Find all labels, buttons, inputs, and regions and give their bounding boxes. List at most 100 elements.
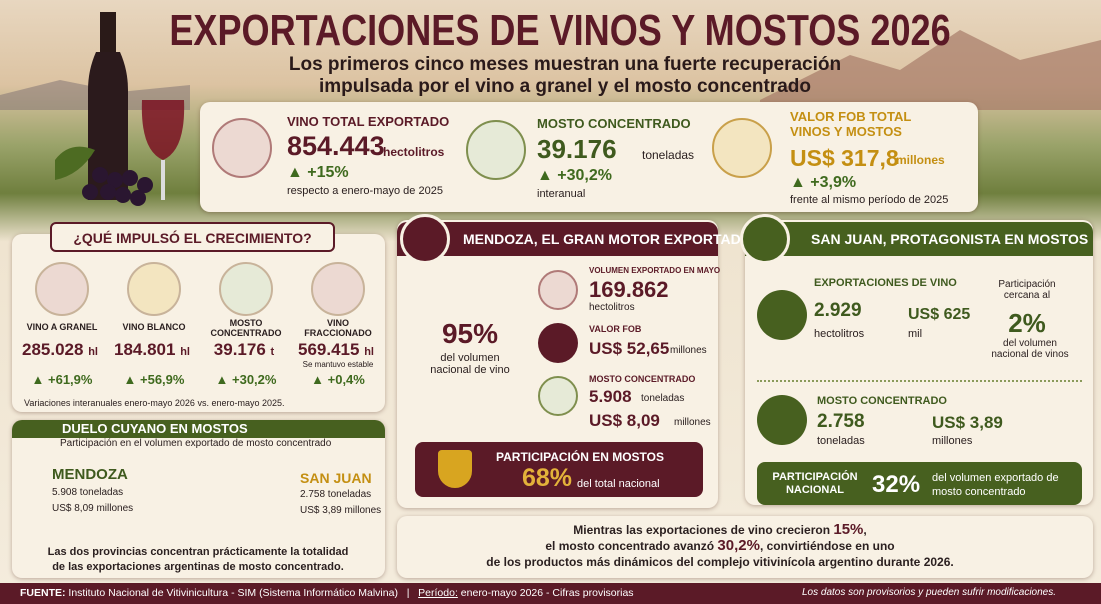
- sj-value: US$ 625: [908, 306, 971, 323]
- province-fob: US$ 8,09 millones: [52, 503, 134, 514]
- summary-text: , convirtiéndose en uno: [759, 539, 895, 553]
- bottle-neck: [100, 12, 116, 52]
- item-value: 39.176: [213, 340, 266, 359]
- disclaimer: Los datos son provisorios y pueden sufri…: [802, 587, 1057, 598]
- duel-card: [12, 420, 385, 578]
- kpi-note: interanual: [537, 188, 586, 200]
- section-subtitle: Participación en el volumen exportado de…: [60, 438, 332, 449]
- grapes-icon: [466, 120, 526, 180]
- kpi-unit: millones: [896, 153, 945, 167]
- item-value-group: 569.415 hl: [298, 340, 374, 360]
- sj-label: MOSTO CONCENTRADO: [817, 395, 947, 407]
- summary-text: Mientras las exportaciones de vino creci…: [573, 523, 834, 537]
- glass-icon: [757, 290, 807, 340]
- mountains: [760, 30, 1101, 110]
- sj-share-caption: del volumen nacional de vinos: [991, 338, 1069, 360]
- section-title: DUELO CUYANO EN MOSTOS: [12, 420, 385, 438]
- item-unit: hl: [180, 346, 190, 358]
- stat-value: 5.908: [589, 387, 632, 406]
- sj-unit: toneladas: [817, 435, 865, 447]
- item-note: Se mantuvo estable: [302, 360, 374, 369]
- leaf: [55, 146, 95, 180]
- sj-label: EXPORTACIONES DE VINO: [814, 277, 957, 289]
- barrel-icon: [538, 270, 578, 310]
- item-value: 184.801: [114, 340, 176, 359]
- subtitle-line: impulsada por el vino a granel y el most…: [318, 76, 811, 97]
- kpi-value: US$ 317,8: [790, 145, 899, 171]
- source: Instituto Nacional de Vitivinicultura - …: [68, 587, 398, 599]
- stat-label: VALOR FOB: [589, 324, 642, 334]
- item-icon: [127, 262, 181, 316]
- item-value-group: 39.176 t: [214, 340, 274, 360]
- grapes-icon: [757, 395, 807, 445]
- item-icon: [311, 262, 365, 316]
- grapes: [82, 167, 153, 206]
- stat-unit: hectolitros: [589, 302, 635, 313]
- item-value: 569.415: [298, 340, 360, 359]
- period: enero-mayo 2026 - Cifras provisorias: [460, 587, 634, 599]
- item-unit: hl: [88, 346, 98, 358]
- section-title: MENDOZA, EL GRAN MOTOR EXPORTADOR: [397, 222, 762, 256]
- stat-value: 169.862: [589, 277, 669, 302]
- kpi-note: frente al mismo período de 2025: [790, 194, 949, 206]
- sj-value: US$ 3,89: [932, 413, 1003, 432]
- kpi-label: MOSTO CONCENTRADO: [537, 116, 691, 131]
- barrel-icon: [212, 118, 272, 178]
- bottle: [88, 52, 128, 200]
- summary-highlight: 30,2%: [717, 537, 760, 554]
- period-label: Período:: [418, 587, 458, 599]
- stat-label: VOLUMEN EXPORTADO EN MAYO: [589, 266, 721, 275]
- glass: [141, 100, 185, 160]
- item-change: ▲ +61,9%: [31, 372, 93, 387]
- item-label: VINO BLANCO: [122, 322, 186, 332]
- kpi-value: 39.176: [537, 134, 617, 164]
- dollar-icon: [712, 118, 772, 178]
- footer-source: FUENTE: Instituto Nacional de Vitivinicu…: [20, 587, 634, 599]
- mountain-icon: [400, 214, 450, 264]
- item-icon: [219, 262, 273, 316]
- item-change: ▲ +0,4%: [311, 372, 365, 387]
- summary-text: de los productos más dinámicos del compl…: [486, 555, 954, 569]
- sj-value: 2.758: [817, 411, 865, 432]
- item-icon: [35, 262, 89, 316]
- footer-bar: [0, 583, 1101, 604]
- summary-highlight: 15%: [833, 521, 864, 538]
- sj-share-intro: Participación cercana al: [998, 279, 1056, 301]
- growth-card: [12, 234, 385, 412]
- item-label: VINO FRACCIONADO: [304, 318, 372, 338]
- item-value: 285.028: [22, 340, 84, 359]
- kpi-label: VALOR FOB TOTAL VINOS Y MOSTOS: [790, 109, 912, 139]
- grapes-icon: [538, 376, 578, 416]
- share-value: 95%: [441, 318, 499, 349]
- box-value: 32%: [872, 471, 921, 498]
- item-change: ▲ +56,9%: [123, 372, 185, 387]
- national-box: [757, 462, 1082, 505]
- title: EXPORTACIONES DE VINOS Y MOSTOS 2026: [169, 6, 951, 55]
- summary-line: el mosto concentrado avanzó 30,2%, convi…: [486, 538, 953, 554]
- sj-unit: hectolitros: [814, 328, 865, 340]
- summary-line: Mientras las exportaciones de vino creci…: [486, 522, 953, 538]
- stat-value: US$ 52,65: [589, 339, 670, 358]
- box-caption: del volumen exportado de mosto concentra…: [932, 472, 1059, 498]
- share-caption: del volumen nacional de vino: [430, 352, 510, 376]
- footnote: Variaciones interanuales enero-mayo 2026…: [24, 398, 285, 408]
- trophy-icon: [438, 450, 472, 488]
- item-value-group: 184.801 hl: [114, 340, 190, 360]
- kpi-value: 854.443: [287, 131, 385, 161]
- box-caption: del total nacional: [577, 478, 660, 490]
- kpi-change: ▲ +30,2%: [537, 167, 612, 184]
- stat-unit: millones: [674, 417, 711, 428]
- san-juan-card: [745, 220, 1093, 505]
- stat-label: MOSTO CONCENTRADO: [589, 374, 696, 384]
- box-label: PARTICIPACIÓN EN MOSTOS: [496, 450, 665, 464]
- item-label: MOSTO CONCENTRADO: [210, 318, 282, 338]
- glass-stem: [161, 160, 165, 200]
- subtitle-line: Los primeros cinco meses muestran una fu…: [288, 54, 842, 75]
- province-volume: 2.758 toneladas: [300, 489, 372, 500]
- kpi-change: ▲ +3,9%: [790, 174, 857, 191]
- kpi-change: ▲ +15%: [287, 164, 349, 181]
- stat-unit: millones: [670, 345, 707, 356]
- dollar-icon: [538, 323, 578, 363]
- section-title: ¿QUÉ IMPULSÓ EL CRECIMIENTO?: [50, 222, 335, 252]
